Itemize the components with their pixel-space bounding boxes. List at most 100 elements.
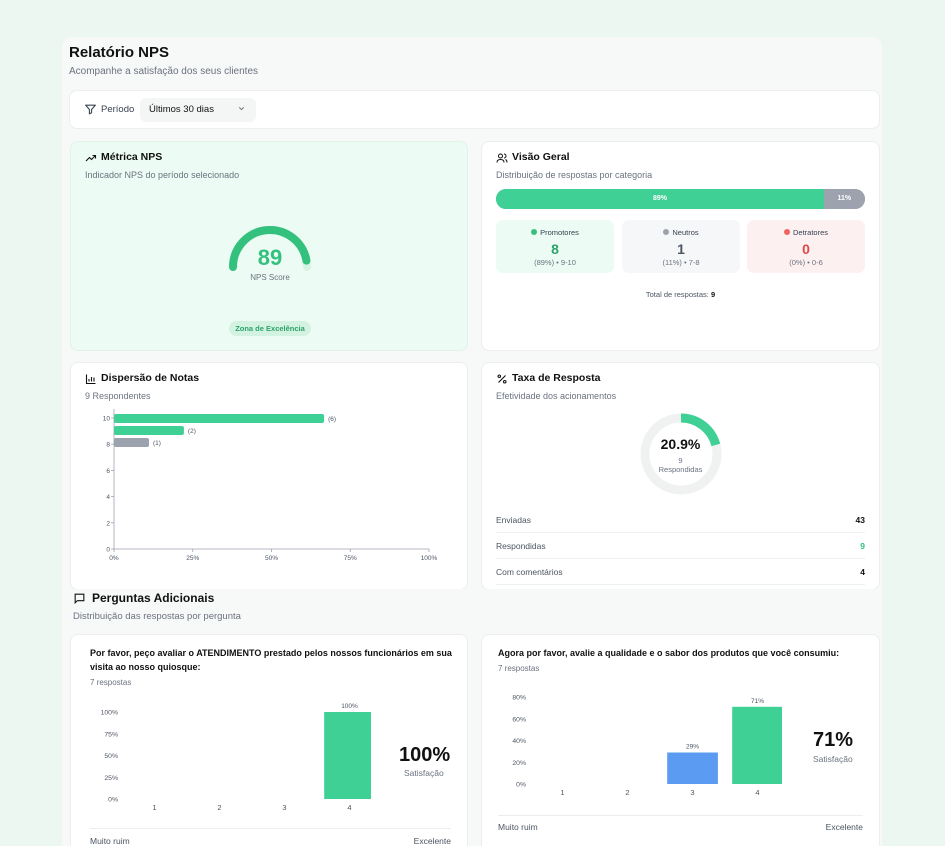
rate-row-label: Respondidas [496,541,546,551]
y-tick-label: 60% [512,716,526,723]
y-tick-label: 4 [106,494,110,501]
question-response-count: 7 respostas [90,678,132,687]
x-tick-label: 1 [560,788,564,797]
y-tick-label: 50% [104,753,118,760]
overview-card-subtitle: Distribuição de respostas por categoria [496,170,653,180]
neutrals-label: Neutros [672,228,699,237]
message-square-icon [74,593,85,605]
question-bar [732,706,782,784]
rate-card-subtitle: Efetividade dos acionamentos [496,391,617,401]
x-tick-label: 0% [109,555,119,562]
satisfaction-label: Satisfação [404,768,444,778]
question-card-1: Por favor, peço avaliar o ATENDIMENTO pr… [70,634,468,846]
rate-row-responded: Respondidas 9 [496,535,865,559]
question-bar [324,712,371,799]
percent-icon [497,374,507,384]
neutrals-box: Neutros 1 (11%) • 7-8 [622,220,740,273]
zone-badge: Zona de Excelência [229,321,311,336]
x-tick-label: 2 [217,803,221,812]
promoters-dot [531,229,538,235]
question-1-chart: 100% 75% 50% 25% 0% 1 2 3 100% 4 [101,703,371,812]
y-tick-label: 6 [106,468,110,475]
total-responses: Total de respostas: 9 [482,290,879,299]
y-tick-label: 8 [106,442,110,449]
response-rate-donut-fill [640,413,722,495]
period-value: Últimos 30 dias [149,104,214,115]
dispersion-bar [114,426,184,435]
dispersion-bar-label: (1) [153,440,161,447]
question-response-count: 7 respostas [498,664,540,673]
satisfaction-label: Satisfação [813,754,853,764]
promoters-label: Promotores [540,228,579,237]
promoters-segment-label: 89% [653,195,668,202]
x-tick-label: 4 [347,803,351,812]
nps-gauge-fill [229,226,311,271]
y-tick-label: 20% [512,760,526,767]
scale-high-label: Excelente [413,836,451,846]
rate-row-value: 9 [860,541,865,551]
dispersion-bar-label: (2) [188,428,196,435]
bar-chart-icon [85,374,96,385]
x-tick-label: 75% [344,555,357,562]
nps-metric-card: Métrica NPS Indicador NPS do período sel… [70,141,468,351]
period-select[interactable]: Últimos 30 dias [140,98,256,122]
satisfaction-percent: 71% [813,729,854,751]
nps-card-subtitle: Indicador NPS do período selecionado [85,170,240,180]
additional-questions-title: Perguntas Adicionais [92,591,215,605]
dispersion-card: Dispersão de Notas 9 Respondentes 10 8 6 4 2… [70,362,468,590]
detractors-count: 0 [802,241,810,257]
response-rate-card: Taxa de Resposta Efetividade dos acionam… [481,362,880,590]
nps-score-label: NPS Score [250,273,290,282]
page-subtitle: Acompanhe a satisfação dos seus clientes [69,66,258,77]
x-tick-label: 100% [421,555,438,562]
promoters-segment [496,189,824,209]
question-text: Por favor, peço avaliar o ATENDIMENTO pr… [90,648,452,672]
x-tick-label: 1 [152,803,156,812]
y-tick-label: 100% [101,710,118,717]
scale-divider [498,815,863,816]
dispersion-bar [114,438,149,447]
promoters-detail: (89%) • 9-10 [534,258,576,267]
detractors-dot [783,229,790,235]
dispersion-chart: 10 8 6 4 2 0 (6) (2) (1) 0% 25% 50% 75% 100% [103,409,438,562]
chevron-down-icon [238,107,245,111]
dispersion-bar [114,414,325,423]
trending-up-icon [85,154,97,162]
responded-label: Respondidas [658,465,703,474]
x-tick-label: 3 [282,803,286,812]
question-text: Agora por favor, avalie a qualidade e o … [498,648,840,658]
rate-row-label: Enviadas [496,515,531,525]
nps-score: 89 [257,245,283,270]
scale-low-label: Muito ruim [498,822,538,832]
scale-low-label: Muito ruim [90,836,130,846]
neutrals-count: 1 [677,241,685,257]
dispersion-bar-label: (6) [328,416,336,423]
promoters-count: 8 [551,241,559,257]
detractors-detail: (0%) • 0-6 [789,258,823,267]
question-bar-label: 71% [751,698,764,705]
x-tick-label: 25% [186,555,199,562]
detractors-label: Detratores [792,228,828,237]
page-title: Relatório NPS [69,44,170,61]
x-tick-label: 50% [265,555,278,562]
total-responses-value: 9 [710,290,716,299]
additional-questions-subtitle: Distribuição das respostas por pergunta [73,611,241,622]
y-tick-label: 25% [104,775,118,782]
y-tick-label: 10 [103,416,111,423]
y-tick-label: 0% [108,797,118,804]
promoters-box: Promotores 8 (89%) • 9-10 [496,220,614,273]
y-tick-label: 2 [106,520,110,527]
distribution-bar: 89% 11% [496,189,865,209]
dispersion-card-title: Dispersão de Notas [101,372,200,384]
response-rate-percent: 20.9% [660,436,701,452]
responded-count: 9 [678,456,683,465]
y-tick-label: 0% [516,782,526,789]
question-bar [667,752,718,784]
neutrals-segment-label: 11% [837,195,852,202]
scale-divider [90,828,451,829]
question-card-2: Agora por favor, avalie a qualidade e o … [481,634,880,846]
nps-card-title: Métrica NPS [101,151,163,163]
detractors-box: Detratores 0 (0%) • 0-6 [747,220,865,273]
users-icon [496,153,508,163]
question-bar-label: 29% [686,743,699,750]
